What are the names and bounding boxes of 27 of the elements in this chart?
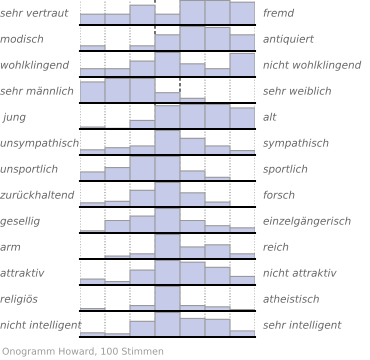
y2-axis-title: reich <box>263 242 288 251</box>
y-axis-title: arm <box>0 244 20 251</box>
y2-axis-title: nicht attraktiv <box>263 268 337 277</box>
y2-axis-title: sehr intelligent <box>263 320 342 331</box>
y-axis-title: unsportlich <box>0 164 58 175</box>
y2-axis-title: einzelgängerisch <box>263 216 351 227</box>
y2-axis-title: antiquiert <box>263 34 314 45</box>
y-axis-title: sehr vertraut <box>0 8 69 17</box>
y2-axis-title: alt <box>263 112 277 121</box>
y2-axis-title: sympathisch <box>263 138 328 149</box>
y-axis-title: nicht intelligent <box>0 320 82 331</box>
y-axis-title: religiös <box>0 294 38 305</box>
y-axis-title: jung <box>2 112 26 123</box>
y2-axis-title: atheistisch <box>263 294 319 303</box>
y2-axis-title: fremd <box>264 8 294 17</box>
y-axis-title: attraktiv <box>0 268 45 277</box>
y-axis-title: zurückhaltend <box>0 190 74 199</box>
y-axis-title: gesellig <box>0 216 40 227</box>
y-axis-title: modisch <box>0 34 44 43</box>
y2-axis-title: sportlich <box>263 164 308 175</box>
y2-axis-title: forsch <box>264 190 294 199</box>
y2-axis-title: sehr weiblich <box>263 86 331 95</box>
y-axis-title: unsympathisch <box>0 138 79 149</box>
y2-axis-title: nicht wohlklingend <box>263 60 362 71</box>
text: Onogramm Howard, 100 Stimmen <box>2 347 164 357</box>
y-axis-title: wohlklingend <box>0 60 70 71</box>
y-axis-title: sehr männlich <box>0 86 74 95</box>
